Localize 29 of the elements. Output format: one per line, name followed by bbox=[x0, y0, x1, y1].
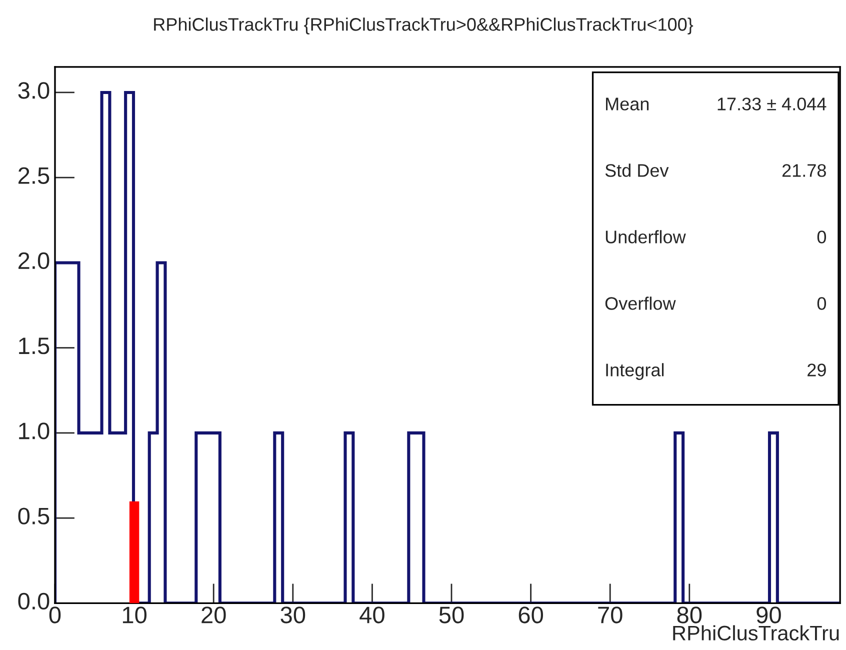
annotation: Std Dev bbox=[605, 164, 669, 177]
annotation: 0 bbox=[817, 297, 826, 310]
y-tick-label: 0.5 bbox=[18, 508, 50, 524]
annotation: Overflow bbox=[605, 296, 676, 310]
y-tick-label: 1.5 bbox=[19, 338, 50, 354]
chart-title: RPhiClusTrackTru {RPhiClusTrackTru>0&&RPhiClusTrackTru<100} bbox=[154, 18, 694, 34]
annotation: 21.78 bbox=[782, 164, 826, 177]
annotation: 29 bbox=[808, 364, 826, 376]
x-tick-label: 10 bbox=[122, 606, 146, 624]
x-tick-label: 50 bbox=[439, 606, 464, 624]
annotation: 17.33 ± 4.044 bbox=[718, 98, 826, 110]
x-axis-title: RPhiClusTrackTru bbox=[673, 625, 839, 641]
y-tick-label: 3.0 bbox=[18, 82, 50, 99]
x-tick-label: 70 bbox=[598, 606, 622, 624]
annotation: Mean bbox=[606, 98, 649, 110]
x-tick-label: 90 bbox=[756, 606, 781, 624]
annotation: Integral bbox=[606, 363, 664, 380]
y-tick-label: 2.5 bbox=[18, 167, 50, 184]
x-tick-label: 40 bbox=[360, 606, 384, 624]
annotation: 0 bbox=[817, 230, 826, 244]
y-tick-label: 0.0 bbox=[18, 592, 50, 610]
x-tick-label: 20 bbox=[202, 606, 226, 624]
x-tick-label: 0 bbox=[49, 606, 61, 624]
x-tick-label: 30 bbox=[280, 606, 306, 624]
x-tick-label: 80 bbox=[677, 606, 702, 624]
annotation: Underflow bbox=[606, 230, 686, 244]
y-tick-label: 1.0 bbox=[19, 422, 50, 440]
y-tick-label: 2.0 bbox=[18, 252, 50, 270]
x-tick-label: 60 bbox=[518, 606, 544, 624]
